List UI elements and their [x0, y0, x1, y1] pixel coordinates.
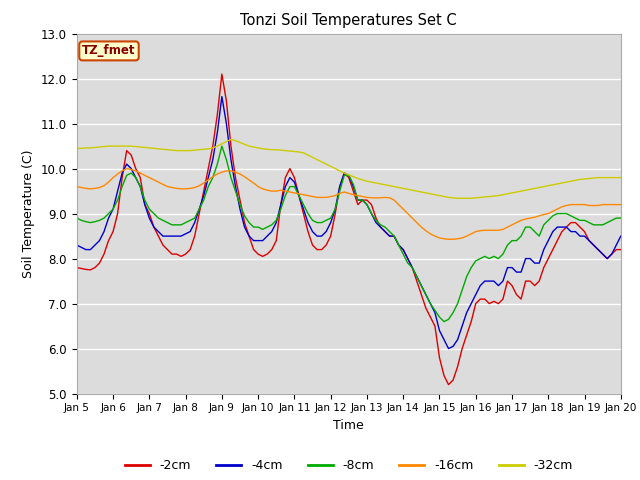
Y-axis label: Soil Temperature (C): Soil Temperature (C) [22, 149, 35, 278]
Title: Tonzi Soil Temperatures Set C: Tonzi Soil Temperatures Set C [241, 13, 457, 28]
Text: TZ_fmet: TZ_fmet [82, 44, 136, 58]
Legend: -2cm, -4cm, -8cm, -16cm, -32cm: -2cm, -4cm, -8cm, -16cm, -32cm [120, 455, 578, 477]
X-axis label: Time: Time [333, 419, 364, 432]
